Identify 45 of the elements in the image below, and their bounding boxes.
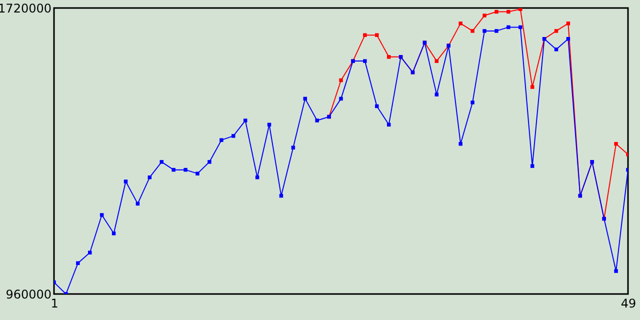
point — [339, 96, 343, 101]
point — [614, 269, 618, 273]
point — [434, 92, 439, 96]
point — [530, 164, 534, 168]
point — [339, 78, 343, 82]
point — [363, 59, 367, 63]
point — [506, 25, 510, 30]
point — [434, 59, 439, 63]
point — [160, 160, 164, 164]
point — [196, 172, 200, 176]
point — [518, 8, 522, 11]
point — [243, 118, 248, 122]
point — [76, 261, 80, 266]
x-tick-label: 49 — [620, 296, 636, 310]
point — [554, 48, 558, 52]
point — [88, 250, 92, 254]
point — [506, 10, 510, 14]
point — [482, 14, 486, 18]
point — [458, 22, 462, 26]
point — [363, 33, 367, 37]
point — [470, 29, 474, 33]
point — [494, 10, 498, 14]
point — [375, 33, 379, 37]
x-tick-label: 1 — [50, 296, 58, 310]
point — [232, 134, 236, 138]
point — [554, 29, 558, 33]
line-series — [54, 25, 628, 294]
point — [172, 168, 176, 172]
point — [386, 55, 391, 59]
point — [208, 160, 212, 164]
point — [614, 142, 618, 146]
point — [470, 100, 474, 104]
point — [566, 22, 570, 26]
point — [220, 138, 224, 142]
point — [530, 85, 534, 89]
point — [124, 180, 128, 184]
point — [100, 213, 104, 217]
point — [184, 168, 188, 172]
point — [458, 142, 462, 146]
point — [112, 232, 116, 236]
point — [315, 118, 319, 122]
point — [482, 29, 486, 33]
point — [291, 146, 296, 150]
point — [494, 29, 498, 33]
y-tick-label: 960000 — [6, 288, 52, 302]
